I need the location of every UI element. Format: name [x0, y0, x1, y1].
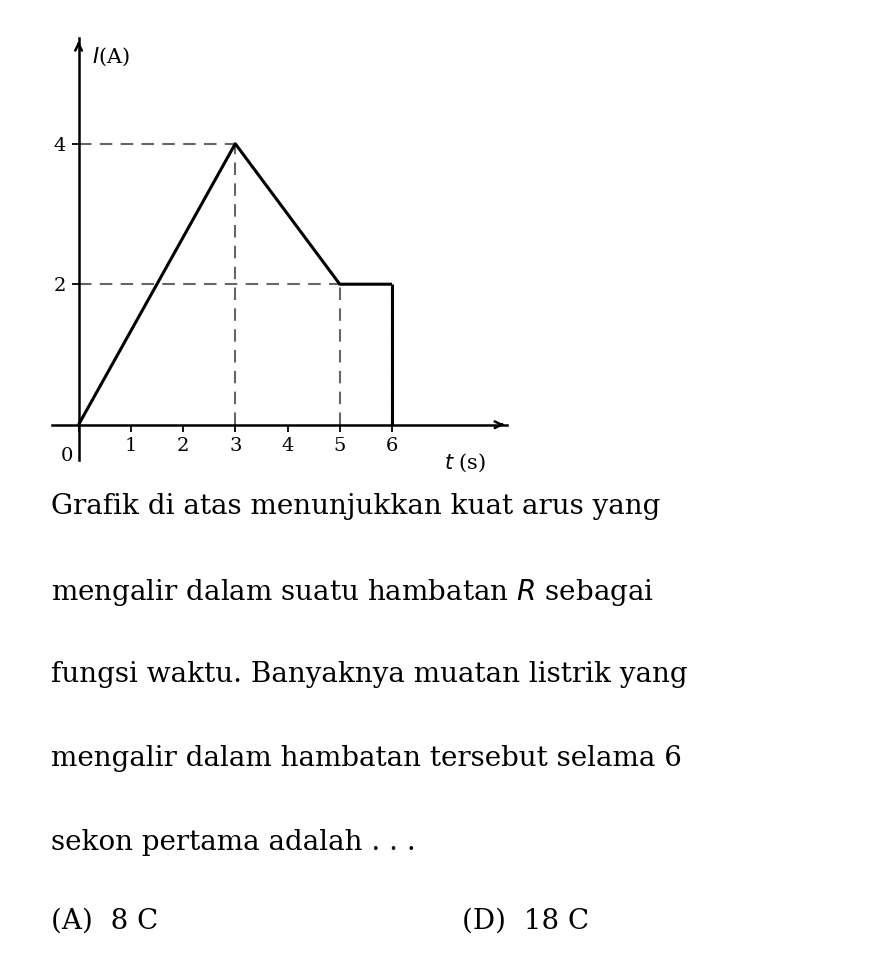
Text: (A)  8 C: (A) 8 C: [52, 908, 159, 935]
Text: fungsi waktu. Banyaknya muatan listrik yang: fungsi waktu. Banyaknya muatan listrik y…: [52, 661, 688, 688]
Text: $I$(A): $I$(A): [92, 45, 129, 68]
Text: $t$ (s): $t$ (s): [444, 451, 486, 474]
Text: Grafik di atas menunjukkan kuat arus yang: Grafik di atas menunjukkan kuat arus yan…: [52, 493, 661, 520]
Text: mengalir dalam hambatan tersebut selama 6: mengalir dalam hambatan tersebut selama …: [52, 745, 683, 772]
Text: sekon pertama adalah . . .: sekon pertama adalah . . .: [52, 829, 416, 855]
Text: (D)  18 C: (D) 18 C: [462, 908, 589, 935]
Text: 0: 0: [61, 447, 73, 466]
Text: mengalir dalam suatu hambatan $R$ sebagai: mengalir dalam suatu hambatan $R$ sebaga…: [52, 577, 655, 608]
